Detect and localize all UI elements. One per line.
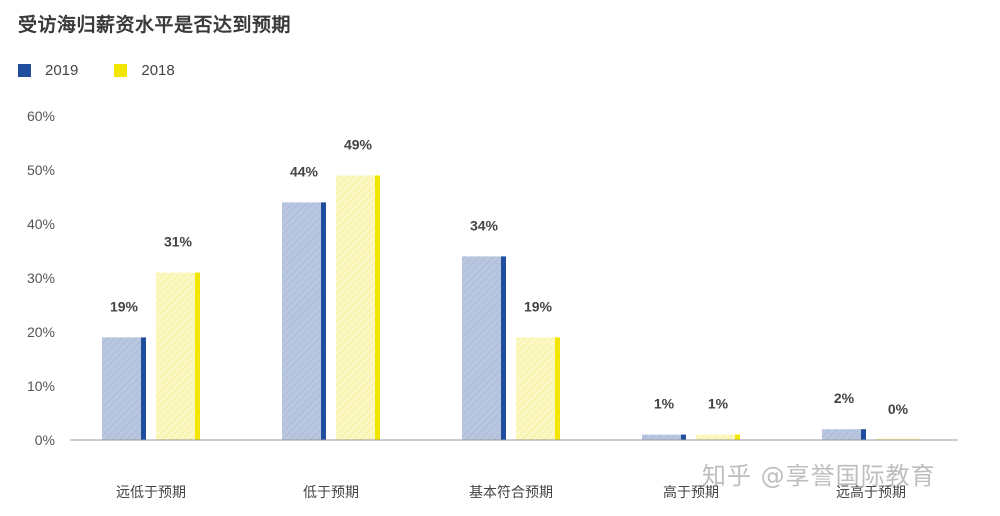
- bar-fill: [282, 202, 321, 440]
- y-tick-label: 60%: [27, 108, 55, 124]
- bar-fill: [516, 337, 555, 440]
- x-category-label: 高于预期: [663, 484, 719, 501]
- bar-2019-3: 1%: [642, 396, 686, 440]
- bar-fill: [462, 256, 501, 440]
- x-category-label: 基本符合预期: [469, 484, 553, 501]
- legend-label-2019: 2019: [45, 62, 79, 79]
- data-label: 31%: [164, 234, 193, 250]
- bar-edge: [681, 434, 686, 440]
- y-tick-label: 50%: [27, 162, 55, 178]
- bar-edge: [375, 175, 380, 440]
- bar-fill: [102, 337, 141, 440]
- watermark: 知乎 @享誉国际教育: [702, 462, 936, 490]
- legend-swatch-2019: [18, 64, 31, 77]
- bar-fill: [822, 429, 861, 440]
- legend-item-2018: 2018: [114, 62, 175, 79]
- legend-label-2018: 2018: [141, 62, 175, 79]
- bar-fill: [336, 175, 375, 440]
- bar-edge: [321, 202, 326, 440]
- bar-fill: [696, 434, 735, 440]
- y-tick-label: 0%: [35, 432, 55, 448]
- y-axis: 0% 10% 20% 30% 40% 50% 60%: [27, 108, 55, 448]
- legend: 2019 2018: [18, 62, 211, 79]
- bar-2018-4: 0%: [876, 401, 920, 440]
- y-tick-label: 10%: [27, 378, 55, 394]
- legend-item-2019: 2019: [18, 62, 78, 79]
- x-category-label: 远高于预期: [836, 484, 906, 501]
- data-label: 1%: [654, 396, 675, 412]
- bar-edge: [501, 256, 506, 440]
- y-tick-label: 30%: [27, 270, 55, 286]
- bar-2019-1: 44%: [282, 163, 326, 440]
- bar-edge: [555, 337, 560, 440]
- bar-2018-2: 19%: [516, 298, 560, 440]
- legend-swatch-2018: [114, 64, 128, 77]
- bar-2019-4: 2%: [822, 390, 866, 440]
- x-category-label: 低于预期: [303, 485, 359, 501]
- chart-title: 受访海归薪资水平是否达到预期: [18, 14, 292, 36]
- bar-2018-3: 1%: [696, 396, 740, 440]
- bar-2019-0: 19%: [102, 298, 146, 440]
- data-label: 0%: [888, 401, 909, 417]
- bar-2018-0: 31%: [156, 234, 200, 440]
- bar-2019-2: 34%: [462, 217, 506, 440]
- bar-2018-1: 49%: [336, 136, 380, 440]
- x-axis: 远低于预期 低于预期 基本符合预期 高于预期 远高于预期: [70, 439, 958, 501]
- data-label: 44%: [290, 163, 319, 179]
- data-label: 1%: [708, 396, 729, 412]
- bar-fill: [876, 438, 920, 440]
- y-tick-label: 40%: [27, 216, 55, 232]
- data-label: 2%: [834, 390, 855, 406]
- data-label: 19%: [524, 298, 553, 314]
- bar-fill: [156, 272, 195, 440]
- bar-edge: [195, 272, 200, 440]
- bar-edge: [141, 337, 146, 440]
- x-category-label: 远低于预期: [116, 485, 186, 501]
- bars: 19% 44% 34% 1% 2% 31% 49% 19% 1% 0%: [102, 136, 920, 440]
- bar-edge: [735, 434, 740, 440]
- bar-fill: [642, 434, 681, 440]
- data-label: 49%: [344, 136, 373, 152]
- bar-edge: [861, 429, 866, 440]
- y-tick-label: 20%: [27, 324, 55, 340]
- data-label: 19%: [110, 298, 139, 314]
- data-label: 34%: [470, 217, 499, 233]
